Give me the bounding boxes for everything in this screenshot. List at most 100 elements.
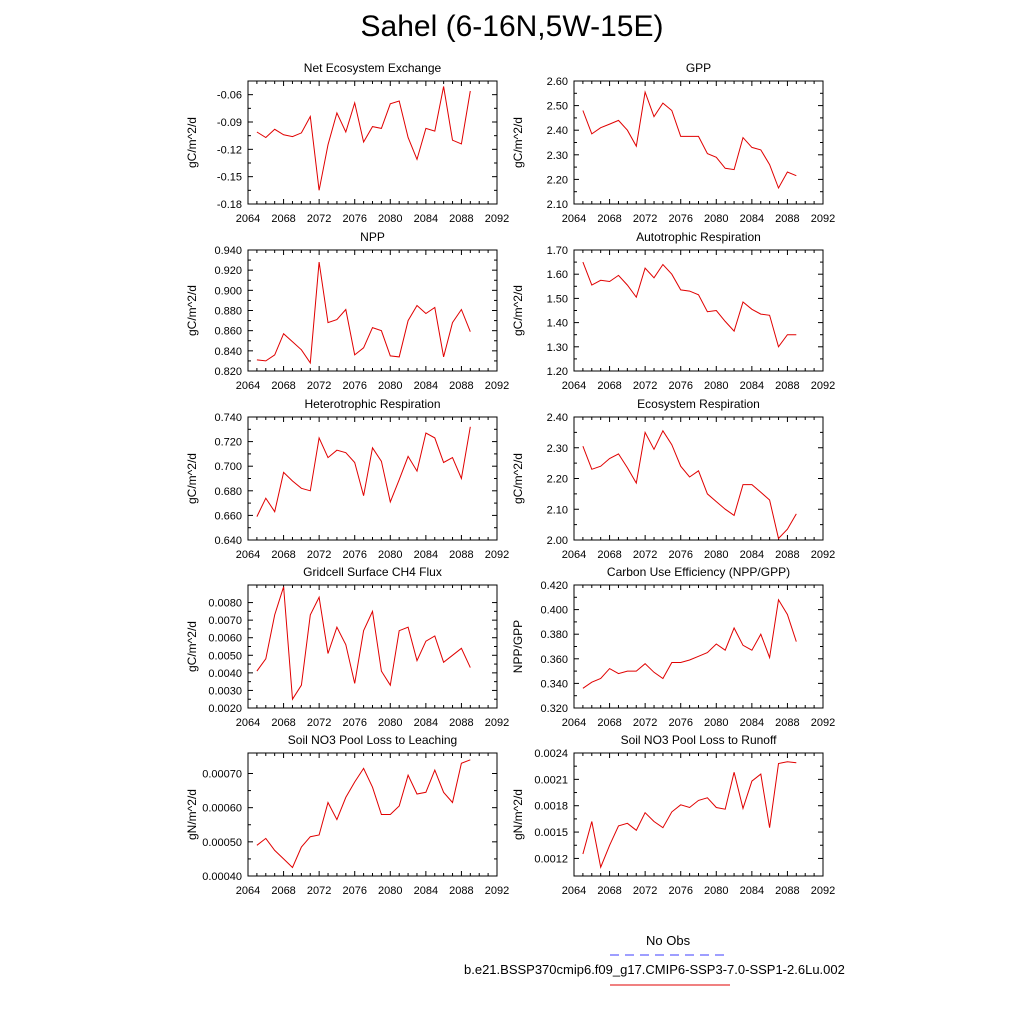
y-tick-label: 0.940 xyxy=(214,245,242,257)
page-title: Sahel (6-16N,5W-15E) xyxy=(360,10,664,43)
x-tick-label: 2092 xyxy=(811,717,835,729)
chart-title: Soil NO3 Pool Loss to Leaching xyxy=(288,733,457,747)
chart-panel-3: Autotrophic Respiration gC/m^2/d 2064 2068 2… xyxy=(511,230,835,392)
x-tick-label: 2068 xyxy=(597,213,621,225)
x-tick-label: 2084 xyxy=(740,885,764,897)
y-tick-label: -0.12 xyxy=(217,144,242,156)
y-tick-label: 2.20 xyxy=(547,174,568,186)
plot-frame xyxy=(573,80,824,205)
y-axis-label: gC/m^2/d xyxy=(185,621,199,672)
x-tick-label: 2092 xyxy=(485,549,509,561)
x-tick-label: 2076 xyxy=(668,213,692,225)
y-tick-label: 0.0050 xyxy=(208,650,242,662)
chart-panel-6: Gridcell Surface CH4 Flux gC/m^2/d 2064 206… xyxy=(185,565,509,729)
x-tick-label: 2072 xyxy=(307,717,331,729)
y-axis-label: NPP/GPP xyxy=(511,620,525,673)
x-tick-label: 2068 xyxy=(271,717,295,729)
series-line xyxy=(256,426,471,517)
x-tick-label: 2088 xyxy=(775,885,799,897)
chart-title: Ecosystem Respiration xyxy=(637,397,760,411)
y-tick-label: 2.10 xyxy=(547,199,568,211)
y-axis-label: gC/m^2/d xyxy=(185,117,199,168)
x-tick-label: 2068 xyxy=(271,885,295,897)
x-tick-label: 2088 xyxy=(449,213,473,225)
y-tick-label: 0.420 xyxy=(540,580,568,592)
y-tick-label: 2.40 xyxy=(547,125,568,137)
y-tick-label: 0.0015 xyxy=(534,827,568,839)
y-tick-label: 2.60 xyxy=(547,76,568,88)
plot-frame xyxy=(573,249,824,372)
x-tick-label: 2076 xyxy=(342,213,366,225)
x-tick-label: 2088 xyxy=(449,885,473,897)
chart-title: GPP xyxy=(686,61,711,75)
y-tick-label: 0.0012 xyxy=(534,853,568,865)
x-tick-label: 2064 xyxy=(562,380,586,392)
plot-frame xyxy=(247,80,498,205)
x-tick-label: 2064 xyxy=(562,549,586,561)
y-tick-label: 2.40 xyxy=(547,412,568,424)
chart-title: Heterotrophic Respiration xyxy=(304,397,440,411)
x-tick-label: 2064 xyxy=(562,885,586,897)
chart-panel-9: Soil NO3 Pool Loss to Runoff gN/m^2/d 2064… xyxy=(511,733,835,897)
chart-title: Carbon Use Efficiency (NPP/GPP) xyxy=(607,565,790,579)
series-line xyxy=(582,598,797,689)
y-tick-label: 2.30 xyxy=(547,150,568,162)
x-tick-label: 2076 xyxy=(668,717,692,729)
x-tick-label: 2064 xyxy=(236,213,260,225)
x-tick-label: 2080 xyxy=(378,885,402,897)
plot-frame xyxy=(573,584,824,709)
y-tick-label: 2.00 xyxy=(547,535,568,547)
x-tick-label: 2068 xyxy=(271,549,295,561)
y-tick-label: 0.0030 xyxy=(208,685,242,697)
y-axis-label: gC/m^2/d xyxy=(511,117,525,168)
chart-panel-4: Heterotrophic Respiration gC/m^2/d 2064 206… xyxy=(185,397,509,561)
x-tick-label: 2076 xyxy=(342,549,366,561)
y-tick-label: 2.20 xyxy=(547,474,568,486)
y-tick-label: 0.0024 xyxy=(534,748,568,760)
y-tick-label: -0.15 xyxy=(217,172,242,184)
x-tick-label: 2072 xyxy=(633,213,657,225)
y-tick-label: 0.700 xyxy=(214,461,242,473)
y-tick-label: 0.00070 xyxy=(202,769,242,781)
x-tick-label: 2084 xyxy=(414,380,438,392)
x-tick-label: 2064 xyxy=(562,717,586,729)
y-tick-label: 0.720 xyxy=(214,437,242,449)
plot-frame xyxy=(247,249,498,372)
chart-title: Autotrophic Respiration xyxy=(636,230,761,244)
plot-frame xyxy=(247,416,498,541)
x-tick-label: 2080 xyxy=(378,549,402,561)
y-tick-label: 0.0070 xyxy=(208,615,242,627)
x-tick-label: 2068 xyxy=(271,380,295,392)
x-tick-label: 2080 xyxy=(378,717,402,729)
y-tick-label: 0.680 xyxy=(214,486,242,498)
y-tick-label: 0.0020 xyxy=(208,703,242,715)
x-tick-label: 2068 xyxy=(597,380,621,392)
y-tick-label: 0.380 xyxy=(540,629,568,641)
x-tick-label: 2064 xyxy=(236,380,260,392)
chart-panel-7: Carbon Use Efficiency (NPP/GPP) NPP/GPP 20… xyxy=(511,565,835,729)
x-tick-label: 2080 xyxy=(704,885,728,897)
series-line xyxy=(256,759,471,869)
x-tick-label: 2080 xyxy=(704,380,728,392)
y-tick-label: 0.0060 xyxy=(208,633,242,645)
x-tick-label: 2084 xyxy=(414,717,438,729)
x-tick-label: 2068 xyxy=(597,717,621,729)
y-tick-label: 0.820 xyxy=(214,366,242,378)
series-line xyxy=(582,90,797,190)
y-tick-label: 0.00040 xyxy=(202,871,242,883)
x-tick-label: 2072 xyxy=(633,717,657,729)
x-tick-label: 2064 xyxy=(236,717,260,729)
x-tick-label: 2072 xyxy=(633,549,657,561)
x-tick-label: 2072 xyxy=(307,549,331,561)
y-tick-label: 0.660 xyxy=(214,510,242,522)
chart-panel-5: Ecosystem Respiration gC/m^2/d 2064 2068 207… xyxy=(511,397,835,561)
x-tick-label: 2084 xyxy=(740,380,764,392)
chart-title: Net Ecosystem Exchange xyxy=(304,61,442,75)
series-line xyxy=(582,261,797,348)
x-tick-label: 2088 xyxy=(775,380,799,392)
y-tick-label: 1.60 xyxy=(547,269,568,281)
y-tick-label: 1.70 xyxy=(547,245,568,257)
x-tick-label: 2092 xyxy=(811,885,835,897)
chart-panel-0: Net Ecosystem Exchange gC/m^2/d 2064 2068 20… xyxy=(185,61,509,225)
